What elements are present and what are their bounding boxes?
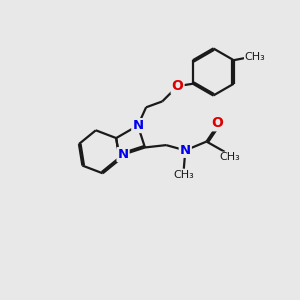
Text: N: N	[180, 144, 191, 157]
Text: CH₃: CH₃	[244, 52, 265, 62]
Text: CH₃: CH₃	[173, 170, 194, 180]
Text: O: O	[172, 79, 184, 93]
Text: N: N	[132, 119, 143, 132]
Text: O: O	[211, 116, 223, 130]
Text: N: N	[118, 148, 129, 161]
Text: CH₃: CH₃	[220, 152, 240, 162]
